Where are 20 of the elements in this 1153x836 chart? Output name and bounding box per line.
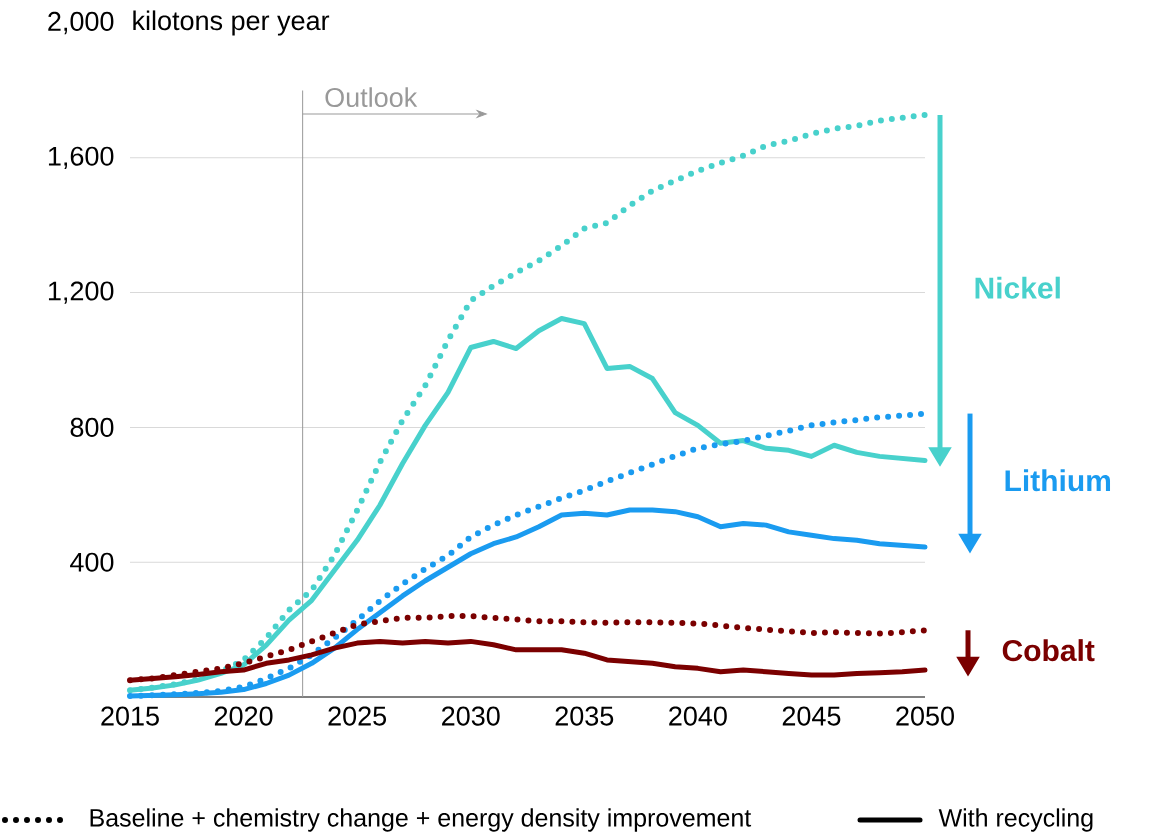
x-tick-label: 2025 bbox=[328, 706, 387, 726]
y-tick-label: 400 bbox=[70, 552, 114, 572]
ref-line-label: Outlook bbox=[325, 87, 418, 108]
legend-label: Cobalt bbox=[1002, 639, 1095, 662]
y-tick-label: 1,200 bbox=[48, 281, 114, 304]
x-tick-label: 2015 bbox=[101, 706, 159, 726]
text: Baseline + chemistry change + energy density improvement bbox=[90, 808, 752, 832]
y-tick-label: 1,600 bbox=[48, 146, 114, 169]
text: Lithium bbox=[1005, 469, 1111, 492]
text: With recycling bbox=[938, 808, 1093, 832]
y-tick-label: 800 bbox=[70, 417, 114, 437]
x-tick-label: 2045 bbox=[782, 706, 841, 726]
y-tick-label: 2,000 bbox=[48, 11, 114, 35]
x-tick-label: 2020 bbox=[214, 706, 273, 726]
x-tick-label: 2030 bbox=[442, 706, 500, 726]
y-axis-title: kilotons per year bbox=[133, 10, 330, 36]
x-tick-label: 2035 bbox=[555, 706, 614, 726]
x-tick-label: 2050 bbox=[896, 706, 954, 726]
x-tick-label: 2040 bbox=[669, 706, 727, 726]
text: Nickel bbox=[975, 276, 1060, 299]
